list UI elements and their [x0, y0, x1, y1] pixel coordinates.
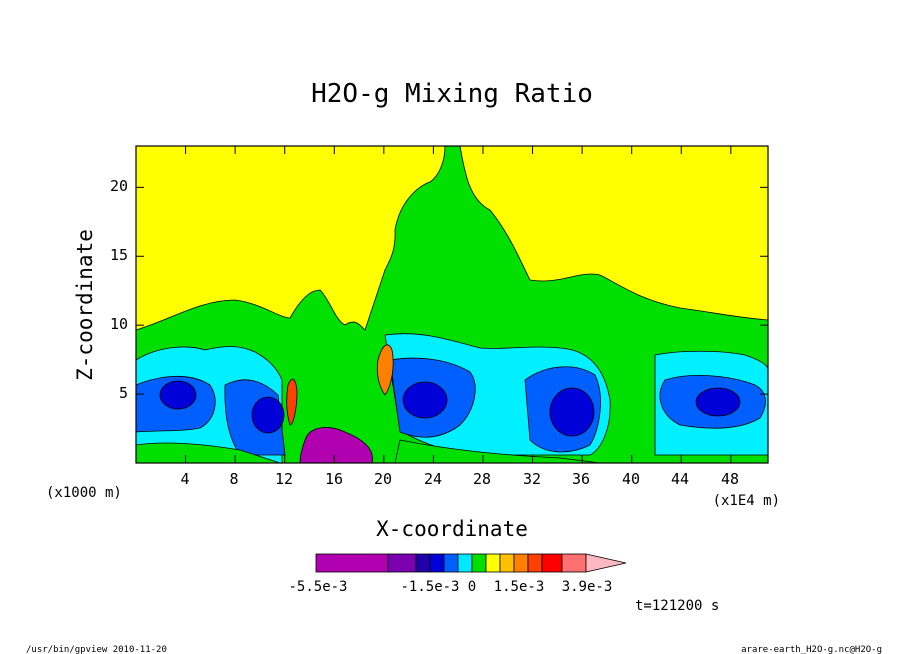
core-3: [402, 381, 448, 419]
colorbar-arrow: [585, 553, 627, 573]
time-label: t=121200 s: [635, 598, 719, 614]
core-1: [159, 380, 197, 410]
x-tick-label: 4: [180, 470, 189, 488]
x-unit-note: (x1000 m): [46, 485, 122, 501]
colorbar-swatch: [561, 553, 587, 573]
field-purple: [299, 427, 373, 463]
colorbar-label: -5.5e-3: [288, 579, 347, 595]
footer-left: /usr/bin/gpview 2010-11-20: [26, 645, 167, 654]
x-tick-label: 48: [721, 470, 739, 488]
y-axis-label: Z-coordinate: [73, 229, 97, 381]
colorbar-label: -1.5e-3: [400, 579, 459, 595]
x-tick-label: 44: [671, 470, 689, 488]
colorbar-swatch: [471, 553, 487, 573]
colorbar-swatch: [315, 553, 389, 573]
core-4: [549, 387, 595, 437]
plot-field: [136, 146, 768, 463]
colorbar-swatch: [541, 553, 563, 573]
plot-frame: [135, 145, 769, 464]
colorbar-swatch: [443, 553, 459, 573]
colorbar-label: 3.9e-3: [562, 579, 613, 595]
colorbar-label: 0: [468, 579, 476, 595]
colorbar-label: 1.5e-3: [494, 579, 545, 595]
core-2: [251, 396, 285, 434]
colorbar: [315, 553, 627, 573]
x-tick-label: 28: [473, 470, 491, 488]
x-tick-label: 12: [275, 470, 293, 488]
field-blue: [136, 357, 766, 456]
colorbar-swatch: [527, 553, 543, 573]
plume-red: [286, 378, 298, 426]
colorbar-swatch: [499, 553, 515, 573]
y-unit-note: (x1E4 m): [713, 493, 780, 509]
colorbar-swatch: [429, 553, 445, 573]
y-tick-label: 20: [110, 177, 128, 195]
colorbar-swatch: [457, 553, 473, 573]
field-green-bottom: [136, 439, 601, 463]
colorbar-swatch: [513, 553, 529, 573]
colorbar-swatch: [485, 553, 501, 573]
footer-right: arare-earth_H2O-g.nc@H2O-g: [741, 645, 882, 654]
x-axis-label: X-coordinate: [376, 517, 528, 541]
x-tick-label: 16: [325, 470, 343, 488]
core-5: [695, 387, 741, 417]
y-tick-label: 15: [110, 246, 128, 264]
x-tick-label: 8: [229, 470, 238, 488]
ticks: [136, 146, 768, 463]
colorbar-swatch: [415, 553, 431, 573]
x-tick-label: 20: [374, 470, 392, 488]
x-tick-label: 24: [424, 470, 442, 488]
x-tick-label: 40: [622, 470, 640, 488]
x-tick-label: 36: [572, 470, 590, 488]
colorbar-swatch: [387, 553, 417, 573]
plume-orange: [376, 344, 394, 396]
y-tick-label: 10: [110, 315, 128, 333]
chart-title: H2O-g Mixing Ratio: [311, 79, 593, 109]
y-tick-label: 5: [119, 384, 128, 402]
x-tick-label: 32: [523, 470, 541, 488]
